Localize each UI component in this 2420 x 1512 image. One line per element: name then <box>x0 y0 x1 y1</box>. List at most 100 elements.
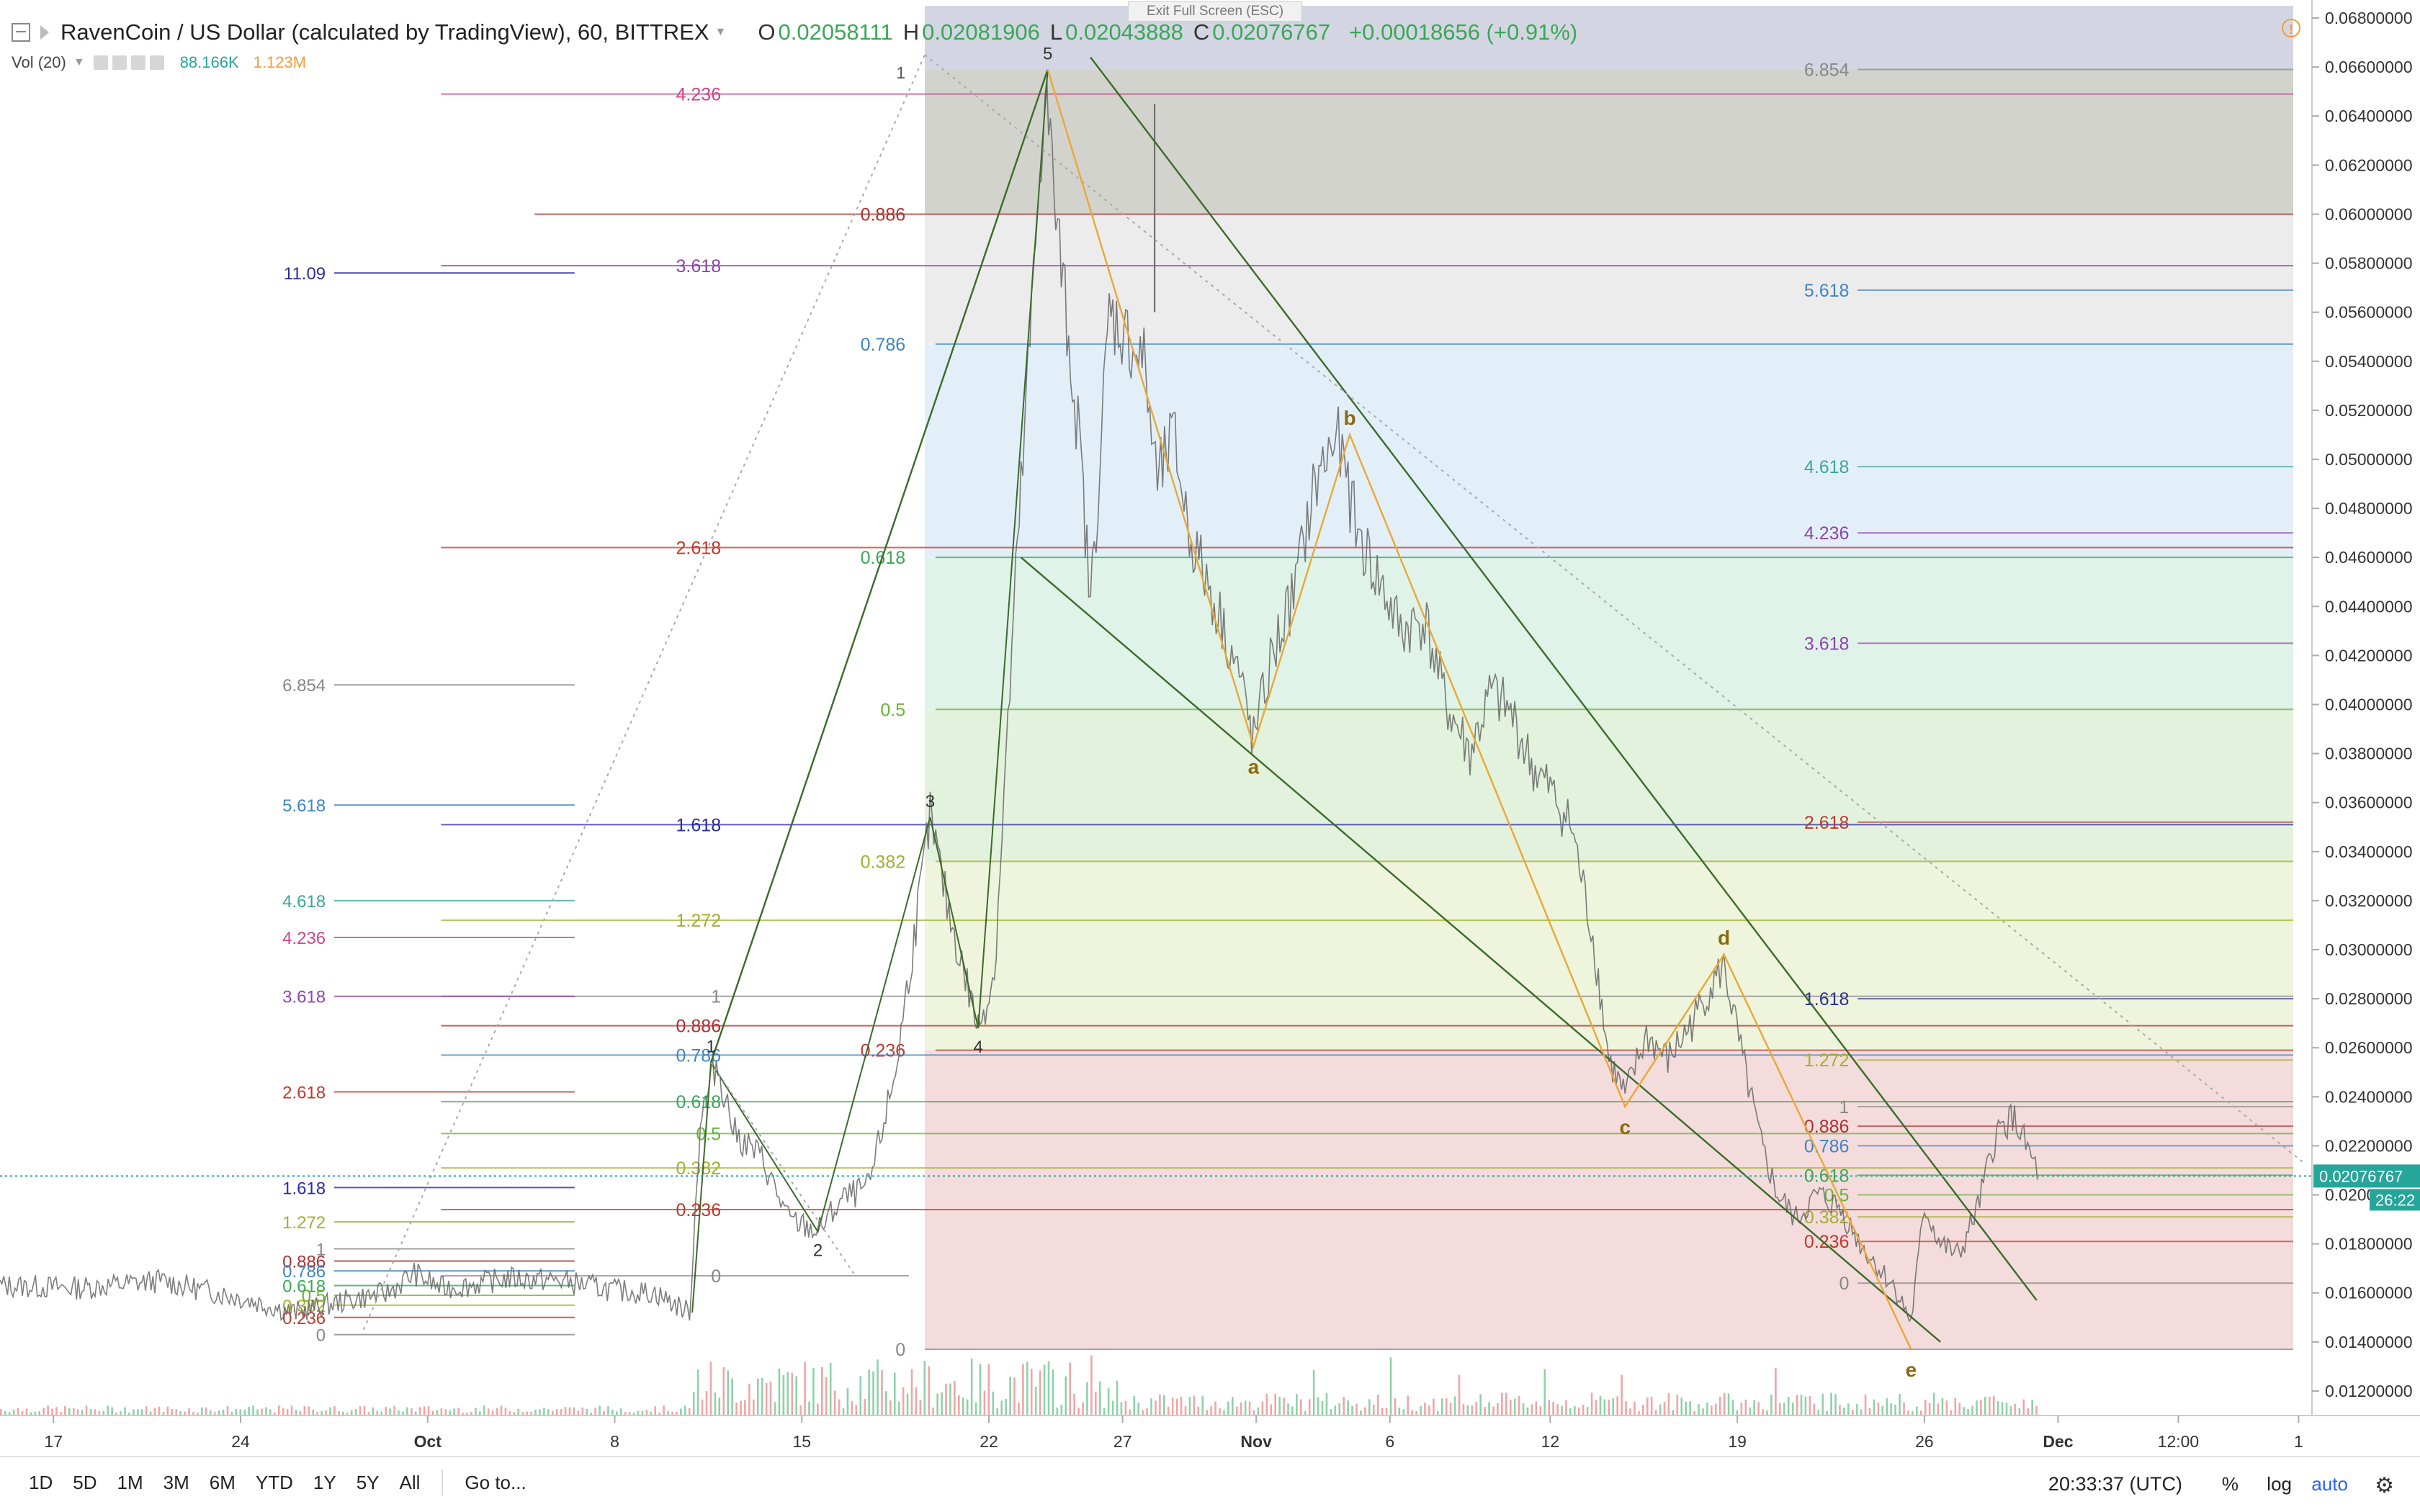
volume-bar <box>1582 1405 1585 1416</box>
range-button-5y[interactable]: 5Y <box>356 1471 380 1493</box>
volume-bar <box>1775 1367 1777 1416</box>
impulse-label-1: 1 <box>706 1038 715 1057</box>
volume-bar <box>1826 1410 1828 1416</box>
alert-icon[interactable]: ! <box>2282 19 2300 37</box>
volume-bar <box>1287 1403 1289 1416</box>
volume-bar <box>12 1409 15 1416</box>
volume-bar <box>735 1402 738 1416</box>
exit-fullscreen-button[interactable]: Exit Full Screen (ESC) <box>1128 1 1302 22</box>
range-button-1m[interactable]: 1M <box>117 1471 143 1493</box>
volume-bar <box>354 1409 357 1416</box>
left-fib-label-3: 4.618 <box>282 892 326 912</box>
volume-bar <box>941 1392 943 1416</box>
volume-bar <box>81 1409 84 1416</box>
plus-icon[interactable] <box>130 55 145 70</box>
time-tick-label-9: 12 <box>1541 1432 1560 1451</box>
left-fib-label-13: 0.5 <box>302 1287 326 1306</box>
volume-bar <box>1577 1407 1580 1416</box>
eye-icon[interactable] <box>93 55 108 70</box>
volume-bar <box>530 1411 532 1416</box>
volume-bar <box>1090 1355 1093 1416</box>
left-fib-label-1: 6.854 <box>282 676 326 696</box>
symbol-title[interactable]: RavenCoin / US Dollar (calculated by Tra… <box>60 19 709 45</box>
volume-bar <box>2018 1408 2021 1416</box>
volume-bar <box>705 1391 708 1416</box>
fib-label-6: 0.5 <box>880 700 905 720</box>
range-button-all[interactable]: All <box>399 1471 421 1493</box>
goto-button[interactable]: Go to... <box>465 1471 526 1493</box>
percent-toggle[interactable]: % <box>2221 1473 2238 1495</box>
volume-bar <box>418 1407 421 1416</box>
volume-bar <box>376 1410 379 1416</box>
volume-bar <box>936 1393 938 1416</box>
volume-bar <box>1556 1404 1559 1416</box>
volume-bar <box>1043 1364 1046 1416</box>
volume-bar <box>1693 1410 1695 1416</box>
volume-bar <box>402 1411 404 1416</box>
right-fib-label-1: 5.618 <box>1804 281 1850 301</box>
price-tick-label-13: 0.04200000 <box>2325 646 2413 665</box>
volume-bar <box>1753 1400 1756 1416</box>
price-tick-label-7: 0.05400000 <box>2325 352 2413 371</box>
volume-bar <box>1980 1400 1982 1416</box>
volume-bar <box>517 1408 520 1416</box>
range-button-1d[interactable]: 1D <box>29 1471 53 1493</box>
volume-bar <box>1501 1392 1503 1416</box>
impulse-label-4: 4 <box>974 1038 983 1057</box>
volume-bar <box>1714 1403 1717 1416</box>
volume-bar <box>17 1408 19 1416</box>
volume-bar <box>209 1410 212 1416</box>
volume-bar <box>821 1367 823 1416</box>
volume-bar <box>782 1374 785 1416</box>
volume-bar <box>414 1411 417 1416</box>
chevron-down-icon[interactable]: ▼ <box>73 56 85 68</box>
volume-bar <box>303 1405 306 1416</box>
range-button-1y[interactable]: 1Y <box>313 1471 336 1493</box>
auto-toggle[interactable]: auto <box>2311 1473 2348 1495</box>
range-button-5d[interactable]: 5D <box>73 1471 97 1493</box>
volume-bar <box>979 1364 982 1416</box>
volume-bar <box>427 1406 430 1416</box>
impulse-label-3: 3 <box>926 792 935 811</box>
range-button-6m[interactable]: 6M <box>209 1471 236 1493</box>
volume-bar <box>1210 1405 1212 1416</box>
volume-bar <box>162 1412 165 1416</box>
wave-labels: 1 2 3 4 5 a b c d e <box>706 45 1917 1382</box>
volume-bar <box>727 1370 729 1416</box>
volume-bar <box>107 1405 109 1416</box>
volume-bar <box>526 1411 528 1416</box>
range-button-ytd[interactable]: YTD <box>255 1471 293 1493</box>
gear-icon[interactable]: ⚙ <box>2375 1474 2394 1498</box>
time-tick-label-5: 22 <box>980 1432 998 1451</box>
settings-icon[interactable] <box>112 55 127 70</box>
volume-bar <box>1740 1403 1743 1416</box>
volume-bar <box>1843 1407 1845 1416</box>
volume-bar <box>877 1359 879 1416</box>
fib-zone-5 <box>925 709 2294 862</box>
volume-bar <box>1214 1401 1216 1416</box>
right-fib-label-8: 1 <box>1839 1097 1850 1117</box>
volume-bar <box>1552 1402 1554 1416</box>
volume-label[interactable]: Vol (20) <box>12 53 66 71</box>
bottom-toolbar: 1D 5D 1M 3M 6M YTD 1Y 5Y All Go to... 20:33:37 (… <box>0 1456 2420 1508</box>
volume-bar <box>1188 1397 1191 1416</box>
volume-bar <box>1458 1374 1461 1416</box>
countdown-tag <box>2370 1189 2420 1211</box>
volume-bar <box>1180 1396 1183 1416</box>
volume-bar <box>1334 1405 1337 1416</box>
range-button-3m[interactable]: 3M <box>163 1471 189 1493</box>
collapse-icon[interactable] <box>12 23 30 42</box>
fib-label-8: 0.382 <box>861 852 906 872</box>
log-toggle[interactable]: log <box>2267 1473 2292 1495</box>
volume-bar <box>1445 1398 1448 1416</box>
volume-bar <box>1894 1404 1896 1416</box>
volume-bar <box>560 1409 563 1416</box>
volume-bars <box>0 1355 2038 1416</box>
volume-bar <box>21 1410 24 1416</box>
volume-bar <box>624 1412 627 1416</box>
volume-bar <box>868 1369 870 1416</box>
chevron-down-icon[interactable]: ▼ <box>714 26 727 38</box>
close-icon[interactable] <box>149 55 164 70</box>
volume-bar <box>1440 1398 1443 1416</box>
